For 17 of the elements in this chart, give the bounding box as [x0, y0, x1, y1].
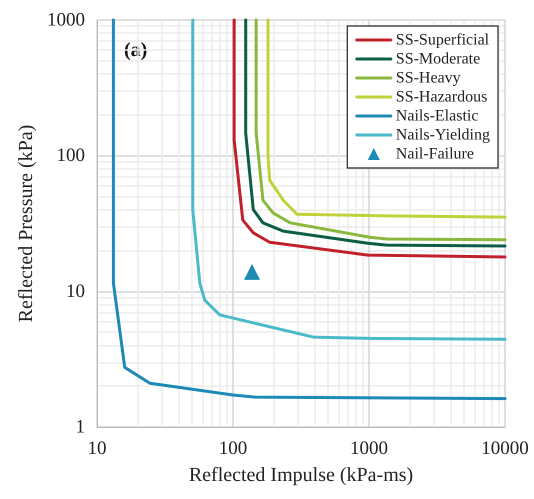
legend-label: SS-Hazardous [396, 88, 488, 106]
legend-label: Nail-Failure [396, 146, 474, 162]
legend-label: Nails-Yielding [396, 126, 490, 144]
legend-label: SS-Superficial [396, 32, 490, 48]
x-tick-label: 10000 [481, 438, 529, 459]
y-axis-title: Reflected Pressure (kPa) [15, 124, 38, 322]
y-tick-label: 1 [76, 416, 85, 438]
x-tick-label: 10 [88, 438, 106, 459]
legend-label: SS-Moderate [396, 50, 480, 68]
y-tick-label: 1000 [47, 10, 85, 30]
x-tick-label: 100 [218, 438, 248, 459]
legend-label: Nails-Elastic [396, 108, 478, 124]
y-tick-label: 100 [56, 145, 85, 166]
y-tick-label: 10 [66, 280, 85, 302]
legend-label: SS-Heavy [396, 70, 461, 86]
x-tick-label: 1000 [350, 438, 388, 459]
x-axis-title: Reflected Impulse (kPa-ms) [188, 464, 414, 486]
